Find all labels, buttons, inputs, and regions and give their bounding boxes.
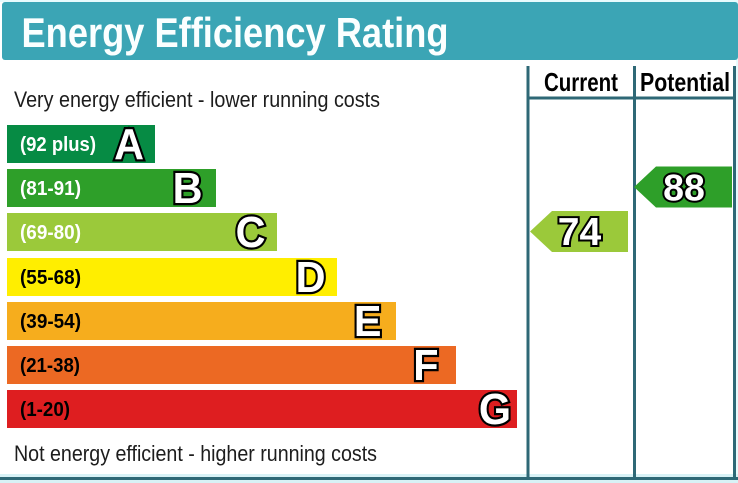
svg-text:Very energy efficient - lower: Very energy efficient - lower running co… (14, 87, 380, 112)
svg-text:(55-68): (55-68) (20, 267, 81, 289)
svg-text:(81-91): (81-91) (20, 178, 81, 200)
svg-text:A: A (114, 120, 144, 169)
svg-text:Potential: Potential (640, 67, 730, 97)
svg-text:C: C (236, 208, 266, 257)
svg-text:74: 74 (558, 211, 602, 254)
svg-text:(92 plus): (92 plus) (20, 134, 96, 156)
svg-text:(69-80): (69-80) (20, 222, 81, 244)
svg-text:Not energy efficient - higher: Not energy efficient - higher running co… (14, 441, 377, 466)
svg-text:(21-38): (21-38) (20, 355, 80, 377)
svg-text:B: B (173, 164, 203, 213)
svg-text:88: 88 (663, 167, 705, 209)
svg-text:E: E (354, 297, 382, 346)
svg-text:Current: Current (544, 67, 618, 97)
svg-text:F: F (413, 341, 438, 390)
svg-text:G: G (479, 385, 511, 434)
svg-text:D: D (296, 253, 326, 302)
svg-text:Energy Efficiency Rating: Energy Efficiency Rating (22, 9, 449, 56)
svg-text:(1-20): (1-20) (20, 399, 70, 421)
svg-text:(39-54): (39-54) (20, 311, 81, 333)
